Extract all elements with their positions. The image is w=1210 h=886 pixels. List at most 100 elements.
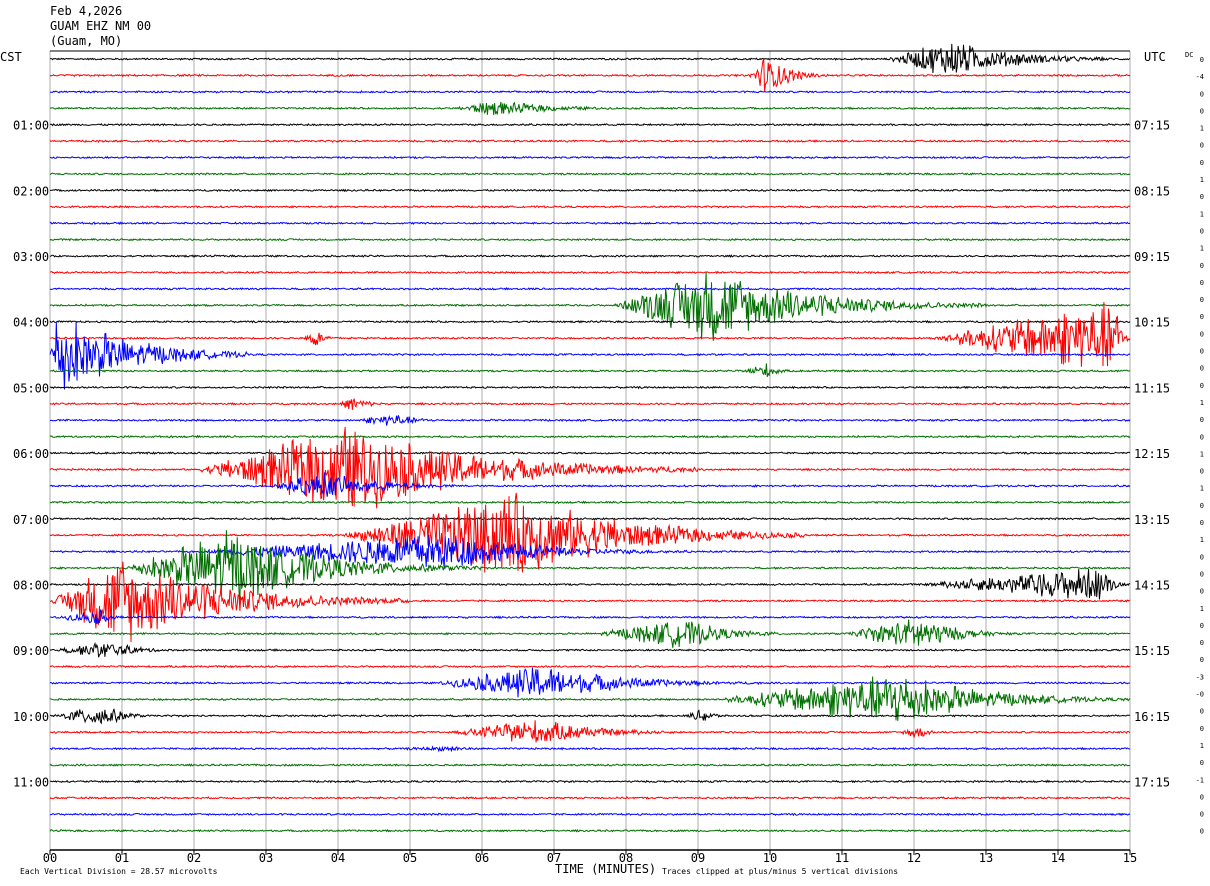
dc-value: 0 (1200, 279, 1204, 287)
dc-value: 0 (1200, 588, 1204, 596)
dc-value: -4 (1196, 73, 1204, 81)
left-hour-label: 09:00 (13, 644, 49, 658)
trace-46 (49, 812, 1131, 817)
left-hour-label: 05:00 (13, 381, 49, 395)
x-tick-label: 09 (691, 851, 705, 865)
minute-gridlines (49, 51, 1131, 850)
left-hour-label: 06:00 (13, 447, 49, 461)
trace-3 (49, 101, 1131, 116)
x-tick-label: 04 (331, 851, 345, 865)
trace-43 (49, 763, 1131, 767)
trace-31 (49, 530, 1131, 604)
trace-20 (49, 385, 1131, 390)
dc-value: 1 (1200, 742, 1204, 750)
trace-0 (49, 43, 1131, 74)
right-hour-label: 09:15 (1134, 250, 1170, 264)
dc-value: 0 (1200, 725, 1204, 733)
trace-47 (49, 828, 1131, 833)
x-tick-label: 11 (835, 851, 849, 865)
dc-value: 0 (1200, 365, 1204, 373)
plot-frame (50, 50, 1130, 851)
trace-12 (49, 254, 1131, 258)
left-hour-label: 10:00 (13, 710, 49, 724)
dc-value: 1 (1200, 125, 1204, 133)
dc-value: -1 (1196, 776, 1204, 784)
dc-value: 1 (1200, 245, 1204, 253)
dc-value: 0 (1200, 348, 1204, 356)
dc-value: 0 (1200, 571, 1204, 579)
trace-21 (49, 398, 1131, 410)
trace-18 (49, 321, 1131, 390)
x-tick-label: 12 (907, 851, 921, 865)
right-timezone-label: UTC (1144, 50, 1166, 64)
header-station: GUAM EHZ NM 00 (50, 19, 151, 33)
trace-42 (49, 745, 1131, 753)
x-tick-label: 14 (1051, 851, 1065, 865)
dc-value: 0 (1200, 416, 1204, 424)
trace-14 (49, 286, 1131, 291)
trace-29 (49, 492, 1131, 573)
trace-8 (49, 188, 1131, 193)
dc-value: 0 (1200, 159, 1204, 167)
trace-27 (49, 500, 1131, 505)
x-tick-label: 15 (1123, 851, 1137, 865)
trace-44 (49, 779, 1131, 784)
trace-6 (49, 155, 1130, 160)
left-hour-label: 04:00 (13, 316, 49, 330)
trace-16 (49, 319, 1131, 324)
dc-value: 0 (1200, 262, 1204, 270)
trace-9 (49, 204, 1131, 209)
left-hour-label: 11:00 (13, 776, 49, 790)
x-tick-label: 07 (547, 851, 561, 865)
left-hour-label: 07:00 (13, 513, 49, 527)
x-tick-label: 06 (475, 851, 489, 865)
left-timezone-label: CST (0, 50, 22, 64)
left-hour-labels: 01:00 02:00 03:00 04:00 05:00 06:00 07:00 08:00… (13, 119, 49, 790)
right-hour-label: 17:15 (1134, 776, 1170, 790)
dc-value: 0 (1200, 622, 1204, 630)
dc-value: 0 (1200, 193, 1204, 201)
header-date: Feb 4,2026 (50, 4, 122, 18)
dc-value: 1 (1200, 485, 1204, 493)
trace-32 (49, 569, 1131, 600)
dc-offset-labels: 0 -4 0 0 1 0 0 1 0 1 0 1 0 0 0 0 0 0 0 0 1 0 0 1 0 1 0 0 1 0 0 0 1 0 0 0 -3 -… (1196, 56, 1204, 836)
dc-value: 0 (1200, 382, 1204, 390)
dc-value: 0 (1200, 553, 1204, 561)
dc-value: 1 (1200, 605, 1204, 613)
right-hour-label: 12:15 (1134, 447, 1170, 461)
dc-value: 0 (1200, 433, 1204, 441)
dc-value: 0 (1200, 296, 1204, 304)
right-hour-label: 08:15 (1134, 184, 1170, 198)
trace-34 (49, 608, 1131, 624)
dc-value: 0 (1200, 107, 1204, 115)
trace-22 (49, 415, 1131, 426)
dc-value: 0 (1200, 468, 1204, 476)
trace-5 (49, 139, 1131, 143)
x-tick-label: 10 (763, 851, 777, 865)
trace-45 (49, 796, 1131, 800)
trace-23 (49, 434, 1131, 439)
trace-36 (49, 641, 1131, 658)
x-tick-label: 01 (115, 851, 129, 865)
x-tick-label: 02 (187, 851, 201, 865)
x-tick-label: 08 (619, 851, 633, 865)
left-hour-label: 03:00 (13, 250, 49, 264)
trace-19 (49, 363, 1131, 378)
dc-value: 1 (1200, 399, 1204, 407)
seismic-traces (49, 43, 1131, 833)
dc-value: 0 (1200, 793, 1204, 801)
dc-value: 0 (1200, 142, 1204, 150)
left-hour-label: 08:00 (13, 578, 49, 592)
dc-value: 0 (1200, 828, 1204, 836)
clip-note: Traces clipped at plus/minus 5 vertical … (662, 867, 898, 876)
right-hour-label: 14:15 (1134, 578, 1170, 592)
dc-value: 1 (1200, 176, 1204, 184)
trace-33 (49, 561, 1131, 643)
dc-value: 0 (1200, 56, 1204, 64)
right-hour-label: 13:15 (1134, 513, 1170, 527)
trace-7 (49, 172, 1131, 176)
trace-41 (49, 720, 1131, 743)
dc-value: 1 (1200, 450, 1204, 458)
trace-24 (49, 451, 1131, 455)
